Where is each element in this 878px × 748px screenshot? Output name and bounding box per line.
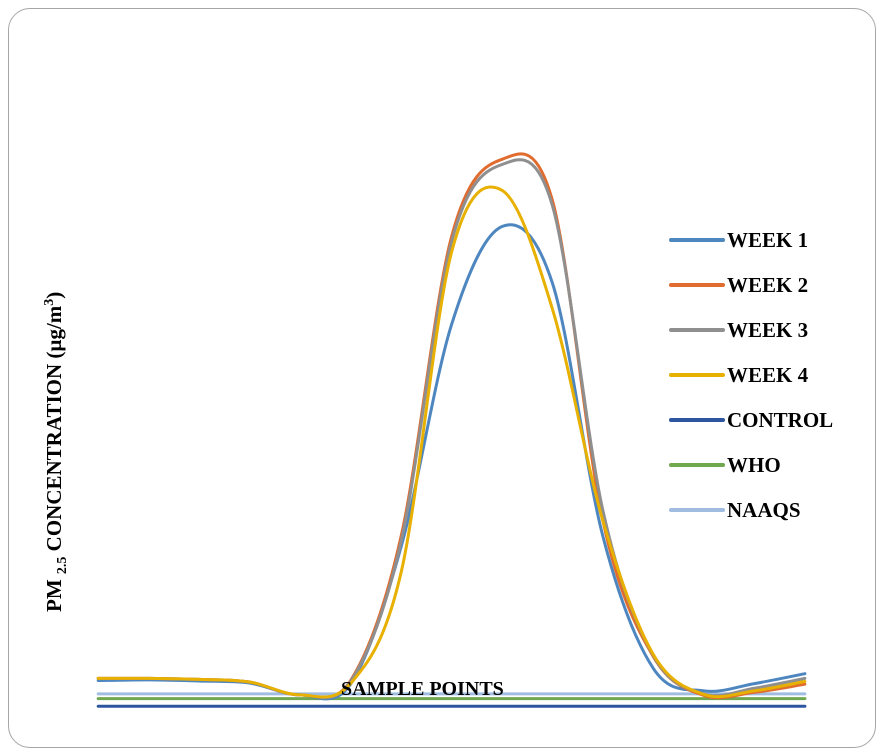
legend-label: WEEK 1 [727,227,809,252]
legend-swatch [669,328,725,332]
legend-swatch [669,463,725,467]
legend-label: CONTROL [727,407,834,432]
legend-label: WHO [727,452,781,477]
legend-swatch [669,283,725,287]
legend-label: WEEK 3 [727,317,809,342]
legend-item-control: CONTROL [669,405,833,435]
legend-item-who: WHO [669,450,781,480]
legend-label: WEEK 4 [727,362,809,387]
legend-label: NAAQS [727,497,801,522]
legend-swatch [669,238,725,242]
legend-swatch [669,373,725,377]
legend-item-week-2: WEEK 2 [669,270,808,300]
legend-swatch [669,418,725,422]
legend-item-week-3: WEEK 3 [669,315,808,345]
series-line-week-4 [96,185,807,699]
plot-area [96,152,807,708]
legend-swatch [669,508,725,512]
chart-frame [8,8,876,748]
legend-label: WEEK 2 [727,272,809,297]
legend-item-week-4: WEEK 4 [669,360,808,390]
x-axis-label: SAMPLE POINTS [341,678,504,700]
y-axis-label: PM 2.5 CONCENTRATION (µg/m3) [42,291,71,612]
legend-item-week-1: WEEK 1 [669,225,808,255]
legend-item-naaqs: NAAQS [669,495,801,525]
